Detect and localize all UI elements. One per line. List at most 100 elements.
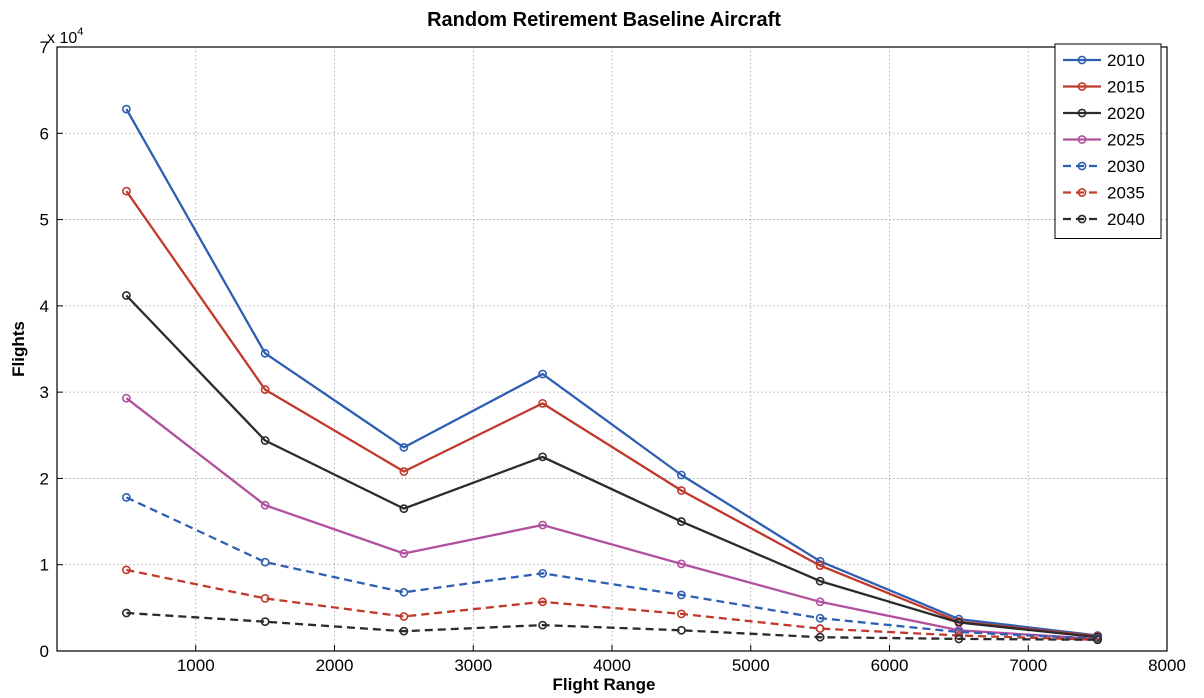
x-tick-label: 3000 bbox=[454, 656, 492, 675]
data-point bbox=[538, 369, 548, 379]
data-point bbox=[399, 626, 409, 636]
data-point bbox=[260, 557, 270, 567]
data-point bbox=[399, 549, 409, 558]
data-point bbox=[121, 291, 131, 300]
y-tick-label: 1 bbox=[40, 556, 49, 575]
data-point bbox=[260, 593, 270, 603]
data-point bbox=[954, 634, 964, 644]
data-point bbox=[815, 624, 825, 633]
x-tick-label: 7000 bbox=[1009, 656, 1047, 675]
data-point bbox=[260, 385, 270, 394]
data-point bbox=[538, 452, 548, 462]
legend-label: 2035 bbox=[1107, 184, 1145, 203]
data-point bbox=[399, 504, 409, 514]
y-tick-label: 4 bbox=[40, 297, 49, 316]
series-2040 bbox=[121, 608, 1103, 645]
data-point bbox=[538, 620, 548, 630]
data-point bbox=[260, 436, 270, 445]
legend-item-2040: 2040 bbox=[1063, 210, 1145, 229]
x-tick-label: 6000 bbox=[871, 656, 909, 675]
data-point bbox=[399, 467, 409, 476]
legend-item-2010: 2010 bbox=[1063, 51, 1145, 70]
data-point bbox=[538, 398, 548, 408]
data-point bbox=[260, 617, 270, 627]
data-point bbox=[399, 442, 409, 452]
y-axis-label: Flights bbox=[9, 321, 28, 377]
legend-label: 2010 bbox=[1107, 51, 1145, 70]
data-point bbox=[121, 393, 131, 403]
data-point bbox=[815, 613, 825, 623]
data-point bbox=[538, 520, 548, 530]
data-point bbox=[121, 186, 131, 196]
data-point bbox=[260, 348, 270, 358]
data-point bbox=[121, 493, 131, 502]
y-tick-label: 0 bbox=[40, 642, 49, 661]
y-exponent-label: x 104 bbox=[47, 26, 83, 47]
legend-marker bbox=[1077, 82, 1087, 91]
series-lines bbox=[121, 104, 1103, 645]
legend-item-2025: 2025 bbox=[1063, 131, 1145, 150]
data-point bbox=[815, 632, 825, 642]
data-point bbox=[676, 625, 686, 635]
legend-label: 2020 bbox=[1107, 104, 1145, 123]
legend: 2010 2015 2020 2025 2030 2035 2040 bbox=[1054, 43, 1162, 239]
legend-marker bbox=[1077, 161, 1087, 171]
legend-item-2015: 2015 bbox=[1063, 78, 1145, 97]
legend-label: 2030 bbox=[1107, 157, 1145, 176]
y-tick-label: 2 bbox=[40, 469, 49, 488]
y-axis-ticks: 0 1 2 3 4 5 6 7 bbox=[40, 38, 63, 661]
data-point bbox=[538, 568, 548, 578]
legend-label: 2040 bbox=[1107, 210, 1145, 229]
data-point bbox=[538, 597, 548, 607]
legend-marker bbox=[1077, 55, 1087, 65]
legend-label: 2015 bbox=[1107, 78, 1145, 97]
y-tick-label: 3 bbox=[40, 383, 49, 402]
legend-item-2035: 2035 bbox=[1063, 184, 1145, 203]
x-tick-label: 8000 bbox=[1148, 656, 1186, 675]
legend-item-2020: 2020 bbox=[1063, 104, 1145, 123]
legend-marker bbox=[1077, 214, 1087, 224]
series-line bbox=[125, 496, 1098, 641]
x-tick-label: 4000 bbox=[593, 656, 631, 675]
series-2030 bbox=[121, 493, 1103, 644]
data-point bbox=[1093, 635, 1103, 645]
legend-marker bbox=[1077, 108, 1087, 118]
y-exponent-base: x 10 bbox=[47, 30, 77, 47]
data-point bbox=[676, 486, 686, 495]
data-point bbox=[399, 587, 409, 597]
y-exponent-power: 4 bbox=[77, 26, 83, 38]
grid bbox=[57, 47, 1167, 651]
y-tick-label: 6 bbox=[40, 124, 49, 143]
x-axis-ticks: 1000 2000 3000 4000 5000 6000 7000 8000 bbox=[177, 645, 1186, 675]
data-point bbox=[676, 517, 686, 526]
x-tick-label: 1000 bbox=[177, 656, 215, 675]
data-point bbox=[676, 609, 686, 619]
data-point bbox=[815, 576, 825, 586]
series-2020 bbox=[121, 291, 1103, 642]
data-point bbox=[815, 561, 825, 570]
data-point bbox=[399, 612, 409, 621]
legend-label: 2025 bbox=[1107, 131, 1145, 150]
legend-box bbox=[1054, 43, 1162, 239]
series-line bbox=[125, 190, 1098, 638]
legend-marker bbox=[1077, 188, 1087, 197]
data-point bbox=[121, 565, 131, 575]
legend-marker bbox=[1077, 135, 1087, 144]
data-point bbox=[676, 590, 686, 600]
y-tick-label: 5 bbox=[40, 211, 49, 230]
y-tick-label: 7 bbox=[40, 38, 49, 57]
legend-item-2030: 2030 bbox=[1063, 157, 1145, 176]
series-2010 bbox=[121, 104, 1103, 640]
data-point bbox=[815, 597, 825, 607]
x-tick-label: 5000 bbox=[732, 656, 770, 675]
data-point bbox=[121, 608, 131, 618]
series-line bbox=[126, 611, 1098, 641]
chart-title: Random Retirement Baseline Aircraft bbox=[427, 9, 781, 31]
series-line bbox=[125, 397, 1098, 641]
data-point bbox=[676, 470, 686, 480]
data-point bbox=[121, 104, 131, 114]
series-line bbox=[125, 294, 1098, 639]
data-point bbox=[260, 500, 270, 510]
series-2025 bbox=[121, 393, 1103, 644]
